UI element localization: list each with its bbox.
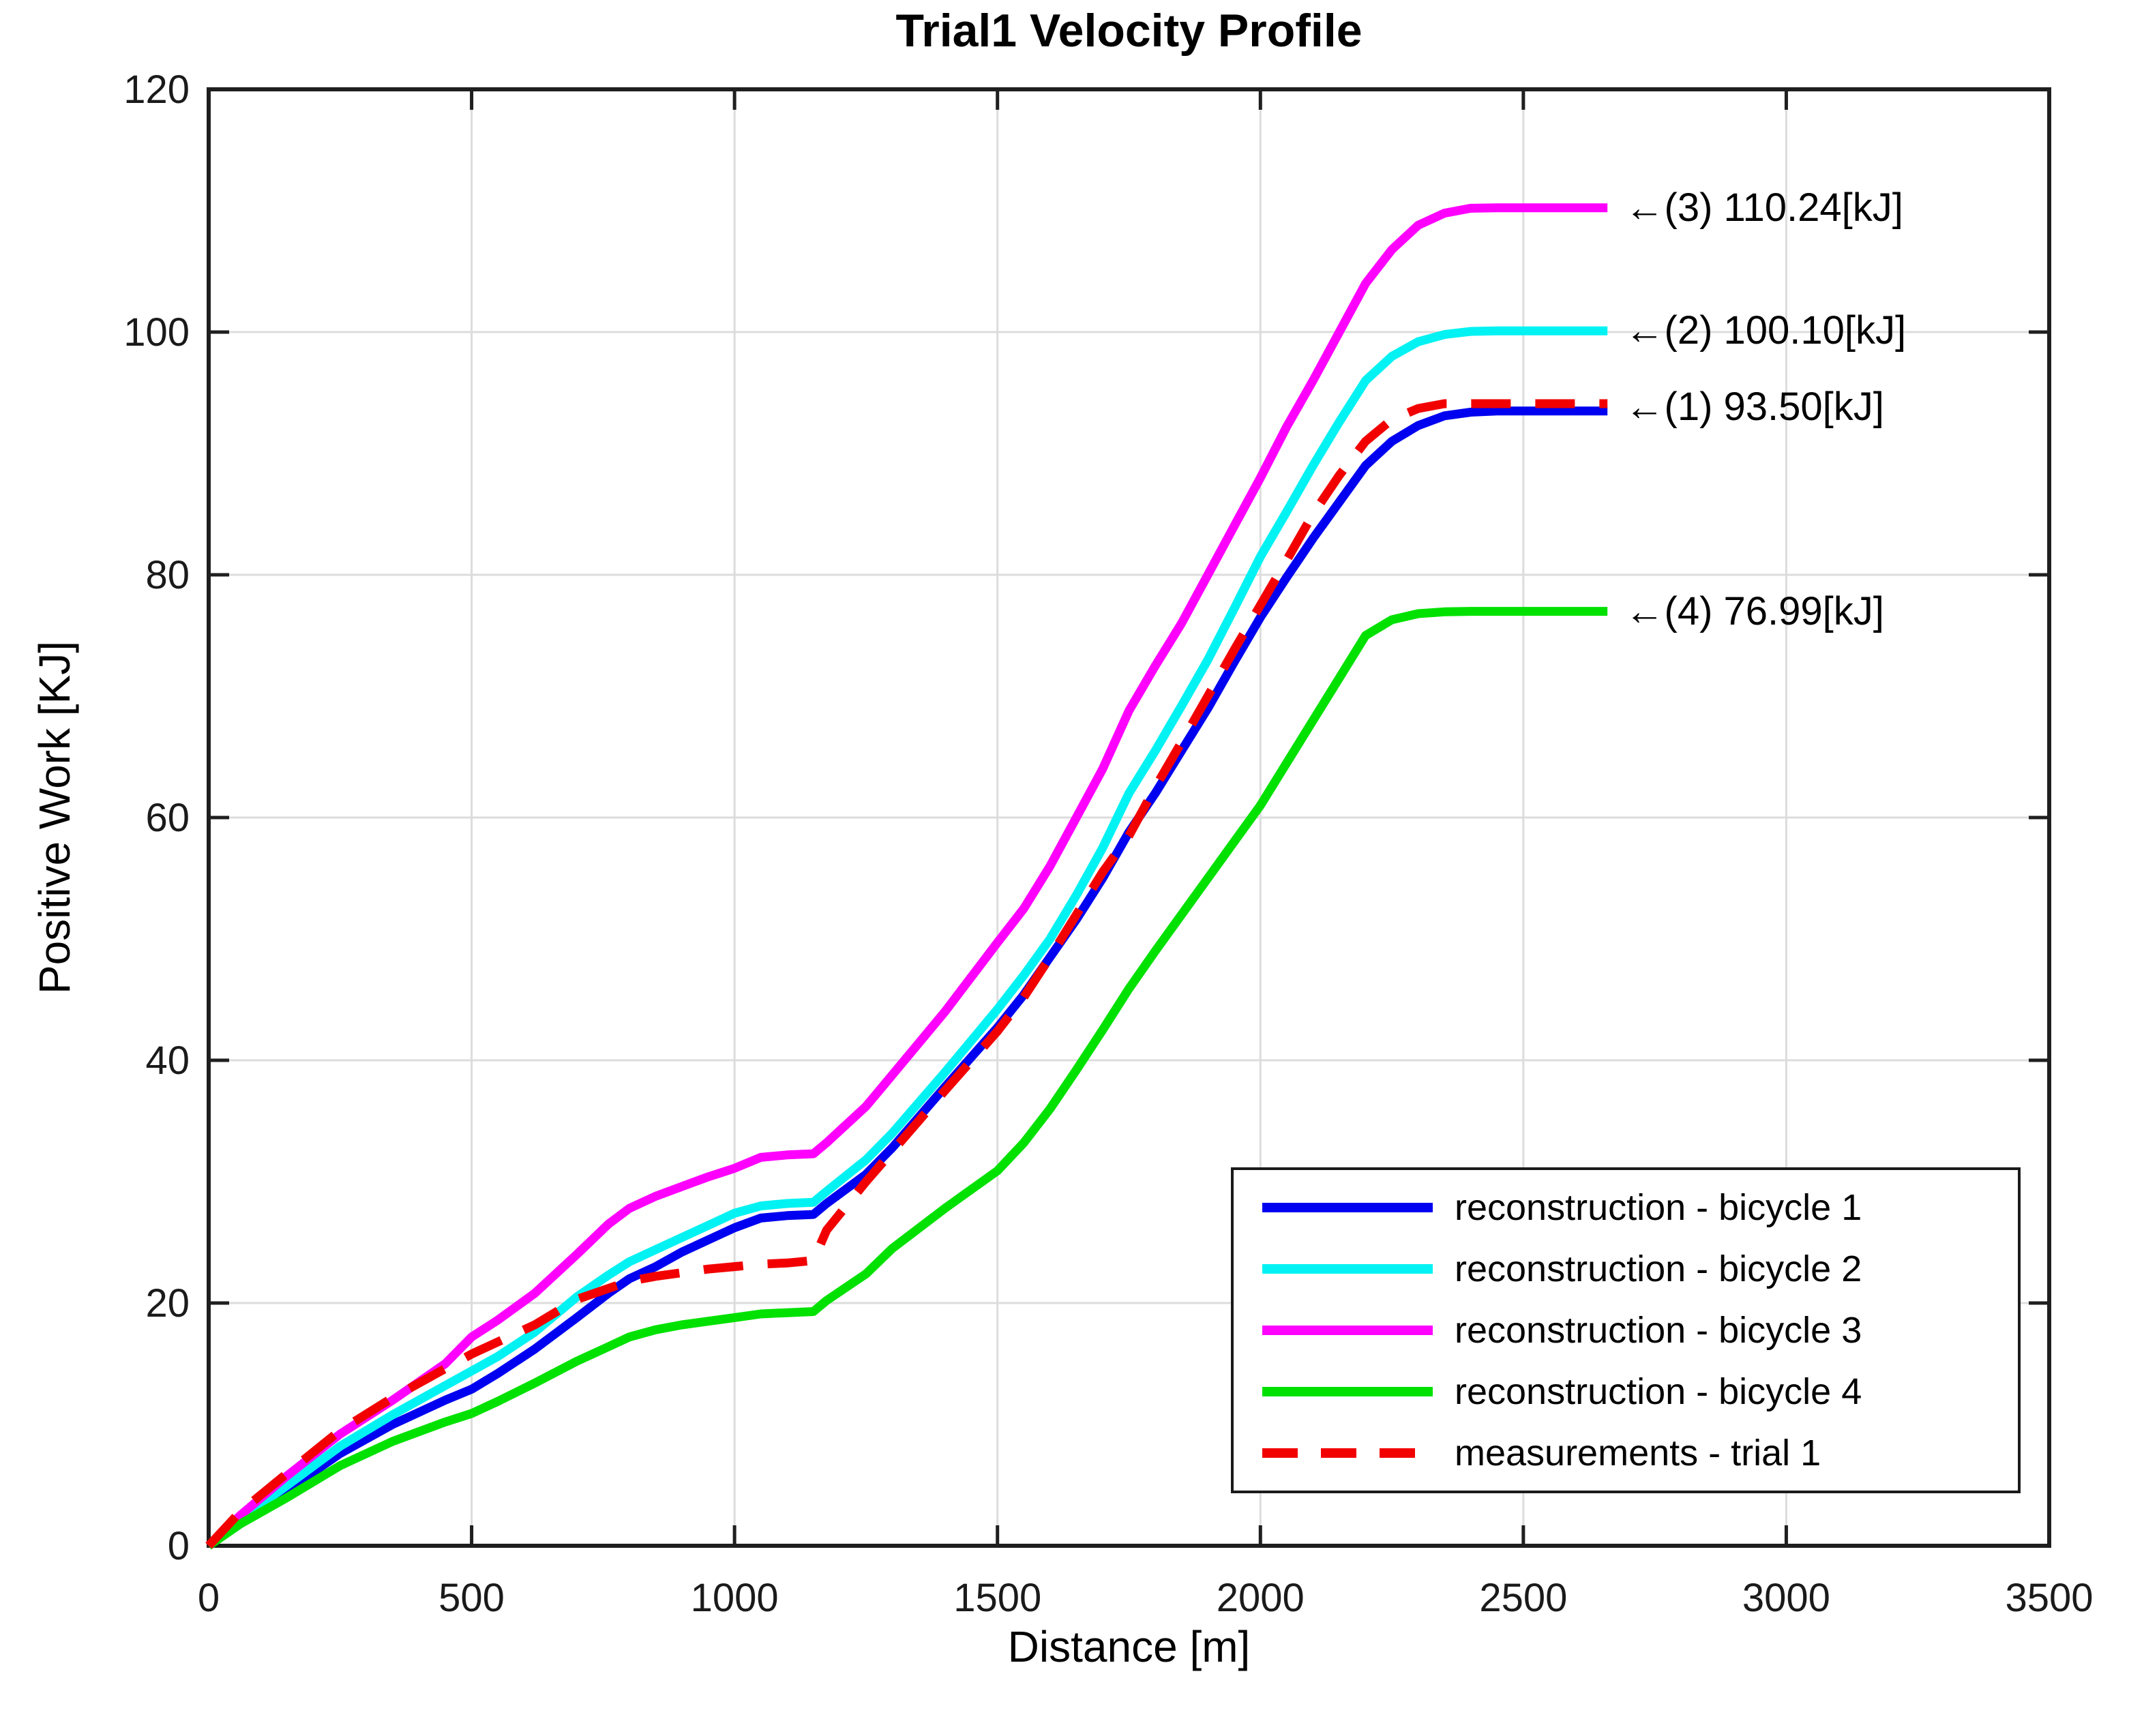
legend-item: reconstruction - bicycle 4 [1234,1371,2018,1413]
legend-swatch-line-icon [1262,1387,1433,1396]
x-tick-label: 2000 [1217,1576,1305,1620]
x-tick-label: 0 [198,1576,220,1620]
legend-item: measurements - trial 1 [1234,1432,2018,1474]
y-tick-label: 80 [145,553,190,597]
x-axis-label: Distance [m] [1007,1622,1251,1671]
y-tick-label: 40 [145,1038,190,1083]
legend-label: measurements - trial 1 [1455,1433,1821,1473]
annotation-bicycle-3: ←(3) 110.24[kJ] [1624,185,1903,230]
legend-box: reconstruction - bicycle 1 reconstructio… [1231,1167,2021,1493]
legend-item: reconstruction - bicycle 2 [1234,1248,2018,1290]
legend-label: reconstruction - bicycle 2 [1455,1248,1862,1289]
legend-swatch-line-icon [1262,1264,1433,1274]
annotation-bicycle-4: ←(4) 76.99[kJ] [1624,588,1884,633]
y-tick-label: 0 [168,1524,190,1568]
x-tick-label: 500 [438,1576,505,1620]
legend-label: reconstruction - bicycle 3 [1455,1310,1862,1351]
series-line-4 [206,607,1608,1550]
annotation-bicycle-2: ←(2) 100.10[kJ] [1624,308,1907,353]
x-tick-label: 2500 [1479,1576,1567,1620]
y-tick-label: 20 [145,1281,190,1326]
x-tick-label: 1000 [691,1576,779,1620]
legend-swatch-line-icon [1262,1203,1433,1212]
legend-item: reconstruction - bicycle 1 [1234,1186,2018,1229]
series-line-2 [205,326,1608,1549]
series-line-5 [205,399,1608,1549]
y-tick-label: 120 [123,68,190,112]
annotation-bicycle-1: ←(1) 93.50[kJ] [1624,385,1884,430]
y-tick-label: 60 [145,796,190,840]
legend-label: reconstruction - bicycle 4 [1455,1371,1862,1412]
chart-title: Trial1 Velocity Profile [895,5,1363,57]
legend-label: reconstruction - bicycle 1 [1455,1187,1862,1228]
x-tick-label: 3500 [2005,1576,2093,1620]
y-axis-label: Positive Work [KJ] [30,640,79,995]
legend-swatch-dashed-line-icon [1262,1448,1433,1458]
y-tick-label: 100 [123,310,190,355]
series-line-3 [205,203,1608,1549]
legend-item: reconstruction - bicycle 3 [1234,1309,2018,1351]
x-tick-label: 1500 [953,1576,1041,1620]
x-tick-label: 3000 [1742,1576,1830,1620]
legend-swatch-line-icon [1262,1326,1433,1335]
